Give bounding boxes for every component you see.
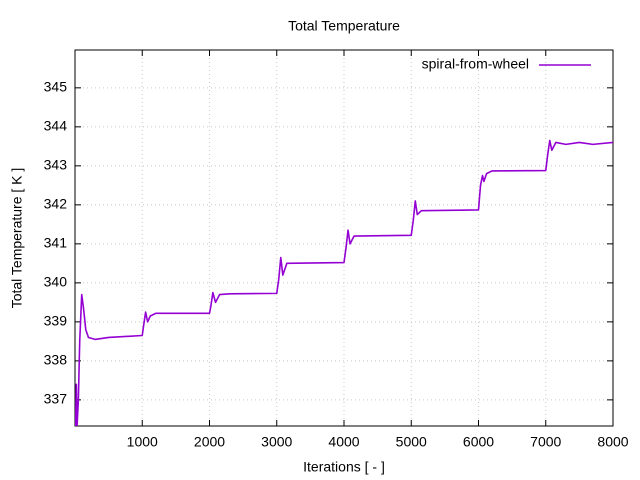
y-tick-label: 341: [44, 235, 68, 251]
y-tick-label: 340: [44, 274, 68, 290]
y-tick-label: 337: [44, 391, 68, 407]
plot-frame: [74, 49, 614, 427]
y-tick-label: 345: [44, 79, 68, 95]
y-axis-label: Total Temperature [ K ]: [9, 168, 25, 309]
y-tick-label: 344: [44, 118, 68, 134]
x-axis-label: Iterations [ - ]: [303, 459, 385, 475]
data-line: [75, 139, 613, 426]
legend-label: spiral-from-wheel: [422, 56, 529, 72]
x-tick-label: 8000: [597, 434, 628, 450]
x-tick-label: 5000: [396, 434, 427, 450]
x-tick-label: 1000: [127, 434, 158, 450]
chart-title: Total Temperature: [288, 18, 400, 34]
y-tick-label: 339: [44, 313, 68, 329]
y-tick-label: 342: [44, 196, 68, 212]
x-tick-label: 2000: [194, 434, 225, 450]
y-tick-label: 343: [44, 157, 68, 173]
x-tick-label: 4000: [328, 434, 359, 450]
x-tick-label: 6000: [463, 434, 494, 450]
plot-area: [75, 139, 613, 426]
x-tick-label: 7000: [530, 434, 561, 450]
x-tick-label: 3000: [261, 434, 292, 450]
y-tick-label: 338: [44, 352, 68, 368]
